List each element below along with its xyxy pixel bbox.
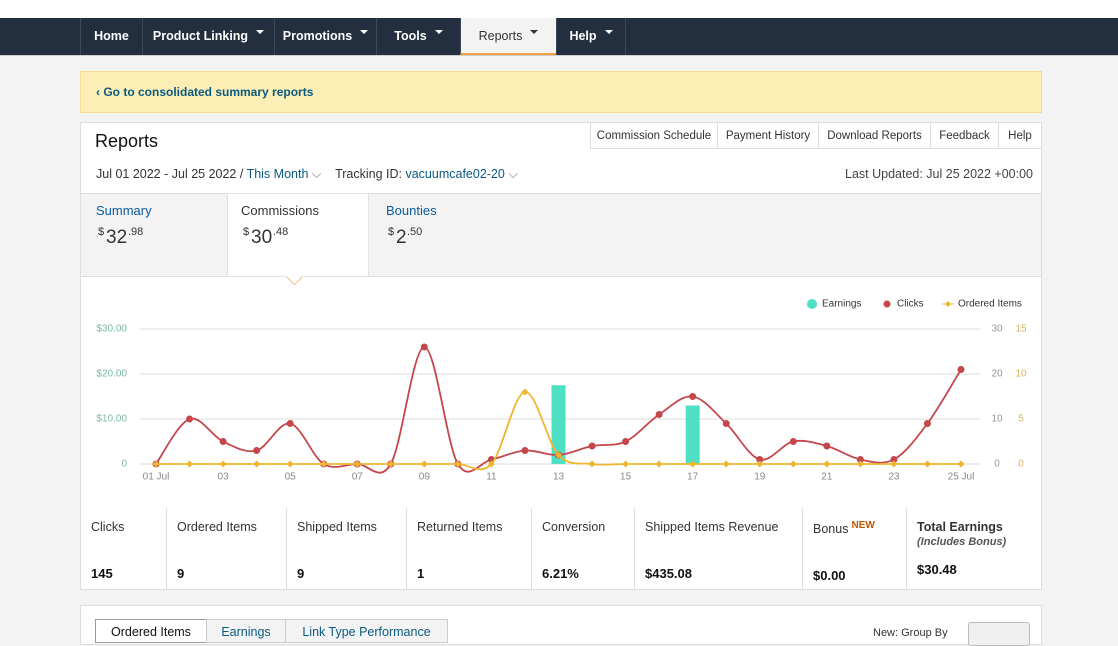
stat-cell: Shipped Items 9 [287, 508, 407, 590]
label: Ordered Items [177, 520, 257, 534]
text: Tracking ID: [335, 167, 402, 181]
stat-label: Shipped Items Revenue [645, 520, 802, 534]
car [360, 30, 369, 34]
label: Conversion [542, 520, 606, 534]
nav-bar: Home Product Linking Promotions Tools Re… [0, 18, 1118, 56]
amount-whole: 32 [106, 227, 128, 248]
text[interactable]: Link Type Performance [285, 619, 448, 643]
text: Help [569, 29, 597, 43]
element: ⌵ [508, 167, 518, 181]
group-select[interactable] [968, 622, 1030, 646]
stat-cell: Total Earnings (Includes Bonus) $30.48 [907, 508, 1042, 590]
text[interactable]: Payment History [717, 122, 819, 149]
text[interactable]: Help [998, 122, 1042, 149]
stat-value: 6.21% [542, 566, 579, 581]
currency: $ [98, 226, 105, 238]
text[interactable]: Feedback [930, 122, 999, 149]
stat-cell: Shipped Items Revenue $435.08 [635, 508, 803, 590]
stat-label: Conversion [542, 520, 634, 534]
text: Jul 01 2022 - Jul 25 2022 / [96, 167, 244, 181]
text[interactable]: Earnings [206, 619, 286, 643]
text[interactable]: Commission Schedule [590, 122, 718, 149]
top-strip [0, 0, 1118, 18]
stat-cell: Clicks 145 [81, 508, 167, 590]
text[interactable]: This Month [246, 167, 309, 181]
element: ⌵ [311, 167, 322, 181]
label: Bonus [813, 522, 849, 537]
stat-value: 1 [417, 566, 425, 581]
amount-whole: 2 [396, 227, 407, 248]
stat-value: $0.00 [813, 568, 846, 584]
amount-cents: .98 [128, 226, 144, 238]
stat-label: Bonus NEW [813, 520, 906, 536]
text: Last Updated: Jul 25 2022 +00:00 [845, 167, 1033, 181]
stat-note: (Includes Bonus) [917, 536, 1007, 548]
summary-tab[interactable]: Bounties [386, 203, 437, 218]
stat-label: Ordered Items [177, 520, 286, 534]
car [256, 30, 265, 34]
amount-cents: .50 [407, 226, 423, 238]
ni[interactable]: Promotions [274, 18, 376, 55]
stat-label: Total Earnings [917, 520, 1042, 534]
stat-cell: Ordered Items 9 [167, 508, 287, 590]
stat-label: Shipped Items [297, 520, 406, 534]
stat-cell: Returned Items 1 [407, 508, 532, 590]
currency: $ [243, 226, 250, 238]
summary-strip [81, 193, 1041, 277]
ni[interactable]: Product Linking [142, 18, 274, 55]
text[interactable]: Ordered Items [95, 619, 207, 643]
label: Shipped Items Revenue [645, 520, 779, 534]
text[interactable]: ‹ Go to consolidated summary reports [96, 85, 314, 99]
amount-whole: 30 [251, 227, 273, 248]
stat-label: Returned Items [417, 520, 531, 534]
text: Reports [95, 131, 159, 151]
active-tab [227, 193, 369, 277]
ni[interactable]: Tools [376, 18, 460, 55]
amount-cents: .48 [273, 226, 289, 238]
car [530, 30, 539, 34]
on[interactable]: Reports [460, 18, 556, 55]
summary-tab[interactable]: Commissions [241, 203, 320, 218]
stat-value: $435.08 [645, 566, 692, 581]
car [604, 30, 613, 34]
text: Reports [478, 29, 523, 43]
stat-value: $30.48 [917, 562, 957, 577]
stat-value: 145 [91, 566, 113, 581]
label: Shipped Items [297, 520, 377, 534]
text[interactable]: Download Reports [818, 122, 931, 149]
text[interactable]: vacuumcafe02-20 [405, 167, 505, 181]
text: Tools [394, 29, 427, 43]
text: Promotions [282, 29, 353, 43]
badge: NEW [851, 520, 875, 531]
stat-value: 9 [177, 566, 185, 581]
date-row: Jul 01 2022 - Jul 25 2022 / This Month ⌵… [96, 167, 518, 182]
text: New: Group By [873, 627, 948, 639]
stat-cell: Bonus NEW $0.00 [803, 508, 907, 590]
label: Total Earnings [917, 520, 1003, 534]
ni[interactable]: Help [556, 18, 626, 55]
car [434, 30, 443, 34]
text: Home [94, 29, 129, 43]
label: Returned Items [417, 520, 503, 534]
banner: ‹ Go to consolidated summary reports [80, 71, 1042, 113]
ni[interactable]: Home [80, 18, 142, 55]
text: Product Linking [152, 29, 249, 43]
stat-cell: Conversion 6.21% [532, 508, 635, 590]
currency: $ [388, 226, 395, 238]
label: Clicks [91, 520, 125, 534]
stat-value: 9 [297, 566, 305, 581]
stat-label: Clicks [91, 520, 166, 534]
summary-tab[interactable]: Summary [96, 203, 152, 218]
